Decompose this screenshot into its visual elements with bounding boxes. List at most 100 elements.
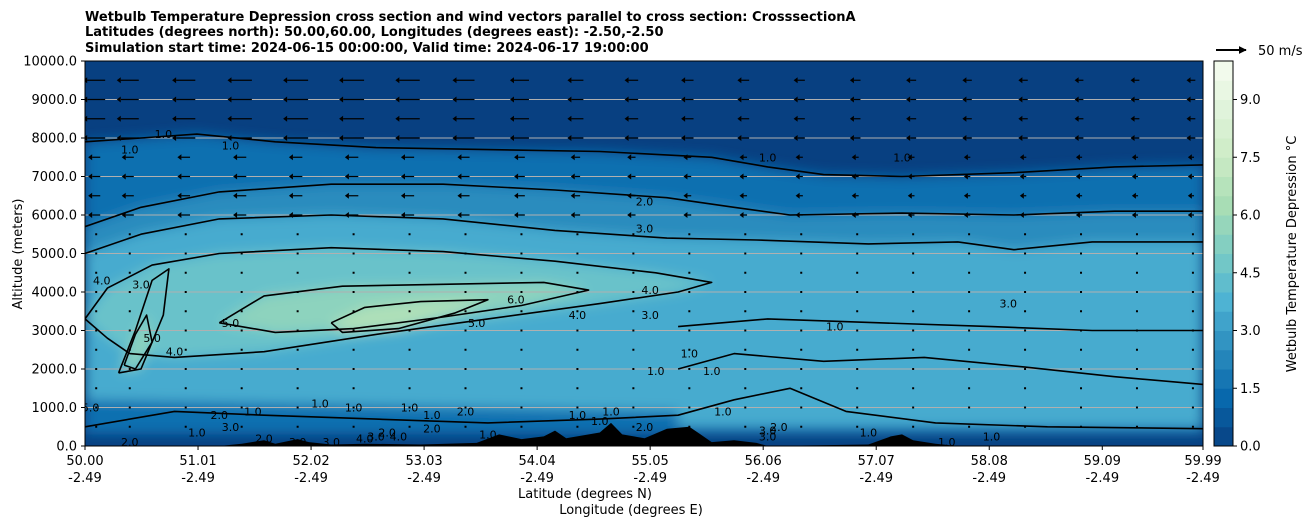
wind-vector-small (800, 425, 803, 428)
wind-vector-small (968, 233, 971, 236)
wind-vector-head (1019, 212, 1024, 218)
wind-vector-small (95, 310, 98, 313)
contour-label-20: 1.0 (647, 365, 665, 378)
x-tick-lat-2: 52.02 (292, 454, 329, 469)
wind-vector-small (95, 368, 98, 370)
colorbar-label: Wetbulb Temperature Depression °C (1285, 136, 1300, 373)
wind-vector-small (352, 310, 355, 313)
contour-line-4 (218, 281, 590, 334)
wind-vector-small (744, 233, 747, 236)
wind-vector-head (1187, 173, 1192, 180)
wind-vector-small (520, 348, 523, 351)
colorbar-tick-label-3: 4.5 (1240, 266, 1261, 281)
wind-vector-head (1186, 115, 1191, 122)
wind-vector-head (283, 135, 288, 141)
wind-vector-small (520, 310, 523, 313)
wind-vector-small (128, 387, 131, 390)
wind-vector-small (520, 271, 523, 274)
wind-vector-head (452, 115, 457, 122)
wind-vector-head (457, 154, 462, 161)
wind-vector-small (968, 291, 971, 293)
contour-label-19: 1.0 (681, 348, 699, 361)
wind-vector-small (968, 406, 971, 409)
wind-vector-head (624, 96, 629, 103)
colorbar-step-1 (1214, 407, 1233, 428)
wind-vector-small (576, 271, 579, 274)
wind-vector-small (184, 291, 187, 293)
wind-vector-small (95, 291, 98, 293)
wind-vector-head (85, 115, 88, 122)
wind-vector-head (737, 96, 742, 103)
x-tick-lon-10: -2.49 (1186, 471, 1220, 486)
wind-vector-small (632, 252, 635, 255)
wind-vector-small (520, 291, 523, 293)
colorbar-step-17 (1214, 99, 1233, 120)
wind-vector-head (1074, 77, 1079, 84)
wind-vector-small (912, 368, 915, 370)
wind-vector-small (1080, 291, 1083, 293)
contour-label-37: 3.0 (322, 436, 340, 449)
wind-vector-small (520, 329, 523, 332)
wind-vector-small (632, 329, 635, 332)
wind-vector-head (795, 154, 800, 161)
wind-vector-head (172, 135, 177, 141)
wind-vector-small (352, 368, 355, 370)
wind-vector-small (576, 310, 579, 313)
colorbar-step-8 (1214, 272, 1233, 293)
wind-vector-small (352, 271, 355, 274)
wind-vector-small (1080, 252, 1083, 255)
y-tick-label-0: 0.0 (56, 440, 77, 455)
y-tick-label-5: 5000.0 (32, 247, 78, 262)
wind-vector-head (509, 135, 514, 141)
wind-vector-small (912, 425, 915, 428)
contour-label-8: 3.0 (132, 278, 150, 291)
wind-vector-head (227, 115, 232, 122)
wind-vector-small (240, 348, 243, 351)
wind-vector-small (856, 425, 859, 428)
wind-vector-small (800, 368, 803, 370)
wind-vector-head (400, 192, 405, 199)
wind-vector-small (1024, 406, 1027, 409)
wind-vector-head (907, 154, 912, 161)
contour-label-45: 3.0 (759, 430, 777, 443)
wind-vector-small (240, 233, 243, 236)
contour-label-44: 3.0 (759, 425, 777, 438)
wind-vector-small (968, 425, 971, 428)
wind-vector-small (352, 406, 355, 409)
wind-vector-head (1187, 212, 1192, 218)
y-tick-label-4: 4000.0 (32, 286, 78, 301)
wind-vector-small (408, 291, 411, 293)
wind-vector-small (576, 368, 579, 370)
wind-vector-small (1191, 406, 1194, 409)
wind-vector-head (457, 173, 462, 180)
wind-vector-head (624, 115, 629, 122)
wind-vector-head (962, 115, 967, 122)
wind-vector-small (576, 406, 579, 409)
wind-vector-head (1018, 135, 1023, 141)
wind-vector-head (681, 77, 686, 84)
wind-vector-small (688, 310, 691, 313)
wind-vector-small (464, 406, 467, 409)
contour-label-7: 4.0 (93, 274, 111, 287)
contour-label-31: 2.0 (457, 405, 475, 418)
wind-vector-head (395, 115, 400, 122)
wind-vector-small (520, 252, 523, 255)
wind-vector-small (95, 406, 98, 409)
wind-vector-small (464, 348, 467, 351)
wind-vector-head (739, 154, 744, 161)
contour-label-0: 1.0 (121, 144, 139, 157)
wind-vector-small (520, 233, 523, 236)
wind-vector-head (233, 192, 238, 199)
wind-vector-head (1130, 115, 1135, 122)
wind-vector-small (408, 252, 411, 255)
wind-vector-head (514, 154, 519, 161)
wind-vector-small (576, 329, 579, 332)
contour-label-18: 1.0 (826, 321, 844, 334)
wind-vector-small (688, 271, 691, 274)
y-tick-label-8: 8000.0 (32, 132, 78, 147)
contour-label-36: 3.0 (367, 430, 385, 443)
chart-title-line-3: Simulation start time: 2024-06-15 00:00:… (85, 41, 649, 56)
wind-vector-head (233, 212, 238, 218)
contour-fill-9 (678, 318, 1203, 427)
wind-vector-small (856, 271, 859, 274)
